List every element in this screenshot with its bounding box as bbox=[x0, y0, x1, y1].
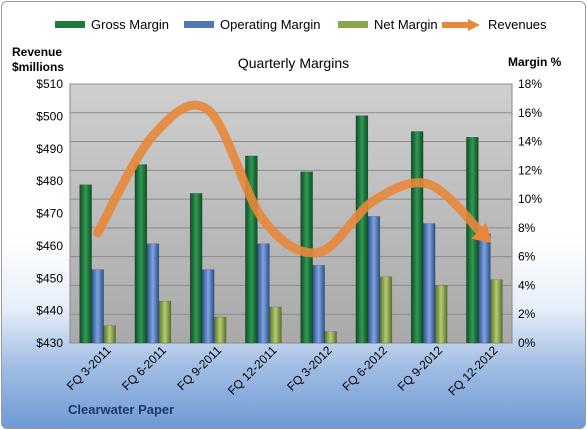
category-label: FQ 12-2011 bbox=[225, 343, 280, 398]
bar-net-margin bbox=[490, 279, 503, 344]
left-axis-tick-label: $480 bbox=[36, 174, 63, 188]
category-label: FQ 6-2012 bbox=[340, 343, 391, 394]
bar-operating-margin bbox=[478, 233, 491, 344]
bar-operating-margin bbox=[312, 265, 325, 344]
legend-label-operating-margin: Operating Margin bbox=[220, 17, 321, 32]
left-axis-tick-label: $510 bbox=[36, 77, 63, 91]
bar-net-margin bbox=[434, 285, 448, 344]
legend-label-gross-margin: Gross Margin bbox=[91, 17, 170, 32]
bar-net-margin bbox=[103, 325, 116, 344]
bar-gross-margin bbox=[189, 193, 203, 344]
right-axis-tick-label: 2% bbox=[518, 307, 536, 321]
left-axis-title-line2: $millions bbox=[12, 60, 65, 74]
legend-arrow-icon bbox=[442, 18, 480, 31]
right-axis-tick-label: 10% bbox=[518, 192, 542, 206]
legend-operating-margin: Operating Margin bbox=[184, 17, 320, 32]
bar-gross-margin bbox=[355, 115, 369, 344]
bar-operating-margin bbox=[367, 216, 381, 344]
bar-operating-margin bbox=[201, 269, 215, 344]
right-axis-tick-label: 0% bbox=[518, 336, 536, 350]
source-label: Clearwater Paper bbox=[68, 402, 175, 417]
category-label: FQ 3-2011 bbox=[64, 343, 114, 393]
bar-gross-margin bbox=[410, 131, 424, 344]
bar-net-margin bbox=[213, 316, 227, 344]
legend-swatch-operating-margin bbox=[184, 21, 214, 28]
left-axis-tick-label: $460 bbox=[36, 239, 63, 253]
right-axis-tick-label: 14% bbox=[518, 135, 542, 149]
legend-revenues: Revenues bbox=[440, 17, 547, 32]
bar-operating-margin bbox=[146, 243, 160, 344]
right-axis-tick-label: 4% bbox=[518, 278, 536, 292]
bar-operating-margin bbox=[422, 223, 436, 344]
legend-net-margin: Net Margin bbox=[338, 17, 438, 32]
legend-label-revenues: Revenues bbox=[488, 17, 547, 32]
right-axis-tick-label: 16% bbox=[518, 106, 542, 120]
legend-swatch-net-margin bbox=[338, 21, 368, 28]
category-label: FQ 9-2011 bbox=[174, 343, 224, 393]
left-axis-title: Revenue $millions bbox=[12, 45, 64, 75]
category-label: FQ 6-2011 bbox=[119, 343, 169, 393]
category-label: FQ 12-2012 bbox=[445, 343, 500, 398]
legend-label-net-margin: Net Margin bbox=[374, 17, 438, 32]
right-axis-tick-label: 12% bbox=[518, 163, 542, 177]
left-axis-title-line1: Revenue bbox=[12, 45, 63, 59]
right-axis-tick-label: 8% bbox=[518, 221, 536, 235]
left-axis-tick-label: $470 bbox=[36, 207, 63, 221]
category-label: FQ 9-2012 bbox=[395, 343, 446, 394]
bar-net-margin bbox=[158, 301, 172, 344]
left-axis-tick-label: $440 bbox=[36, 304, 63, 318]
right-axis-title: Margin % bbox=[508, 55, 562, 69]
bar-operating-margin bbox=[257, 243, 270, 344]
bar-gross-margin bbox=[466, 136, 479, 344]
bar-net-margin bbox=[269, 306, 282, 344]
left-axis-tick-label: $500 bbox=[36, 109, 63, 123]
right-axis-tick-label: 18% bbox=[518, 77, 542, 91]
left-axis-tick-label: $490 bbox=[36, 142, 63, 156]
legend-swatch-gross-margin bbox=[55, 21, 85, 28]
category-label: FQ 3-2012 bbox=[284, 343, 335, 394]
bar-operating-margin bbox=[91, 269, 104, 344]
bar-net-margin bbox=[324, 331, 337, 344]
bar-net-margin bbox=[379, 276, 393, 344]
left-axis-tick-label: $430 bbox=[36, 336, 63, 350]
bar-gross-margin bbox=[300, 171, 313, 344]
left-axis-tick-label: $450 bbox=[36, 271, 63, 285]
bar-gross-margin bbox=[134, 164, 148, 344]
legend-gross-margin: Gross Margin bbox=[55, 17, 169, 32]
chart-title: Quarterly Margins bbox=[237, 55, 350, 71]
revenue-arrow-icon bbox=[471, 222, 492, 244]
bar-gross-margin bbox=[79, 184, 92, 344]
right-axis-tick-label: 6% bbox=[518, 250, 536, 264]
